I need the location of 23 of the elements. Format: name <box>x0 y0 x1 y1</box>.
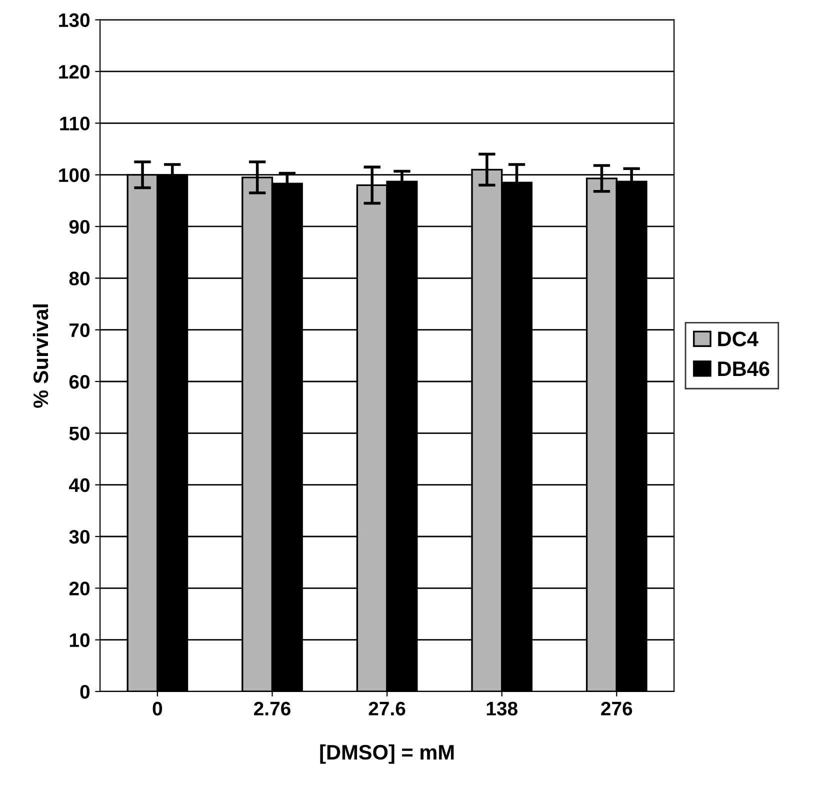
y-tick-label: 60 <box>69 374 90 389</box>
y-tick-label: 120 <box>59 64 90 79</box>
x-tick-label: 27.6 <box>368 702 406 716</box>
y-tick-label: 90 <box>69 220 90 234</box>
y-tick-label: 100 <box>59 168 90 182</box>
legend-label: DC4 <box>718 332 758 346</box>
y-tick-label: 110 <box>60 116 90 130</box>
y-tick-label: 10 <box>70 633 90 648</box>
x-tick-label: 138 <box>486 702 518 716</box>
x-tick-label: 0 <box>152 702 162 716</box>
y-tick-label: 30 <box>69 530 90 544</box>
y-axis-title: % Survival <box>32 304 48 408</box>
y-tick-label: 130 <box>59 13 90 28</box>
x-tick-label: 2.76 <box>254 702 290 716</box>
y-tick-label: 40 <box>68 478 90 492</box>
y-tick-label: 0 <box>80 684 90 699</box>
y-tick-label: 50 <box>69 426 90 440</box>
x-tick-label: 276 <box>601 702 632 716</box>
y-tick-label: 70 <box>70 323 90 338</box>
y-tick-label: 80 <box>69 272 90 286</box>
legend-label: DB46 <box>718 361 770 376</box>
y-tick-label: 20 <box>69 582 90 596</box>
x-axis-title: [DMSO] = mM <box>320 744 454 764</box>
